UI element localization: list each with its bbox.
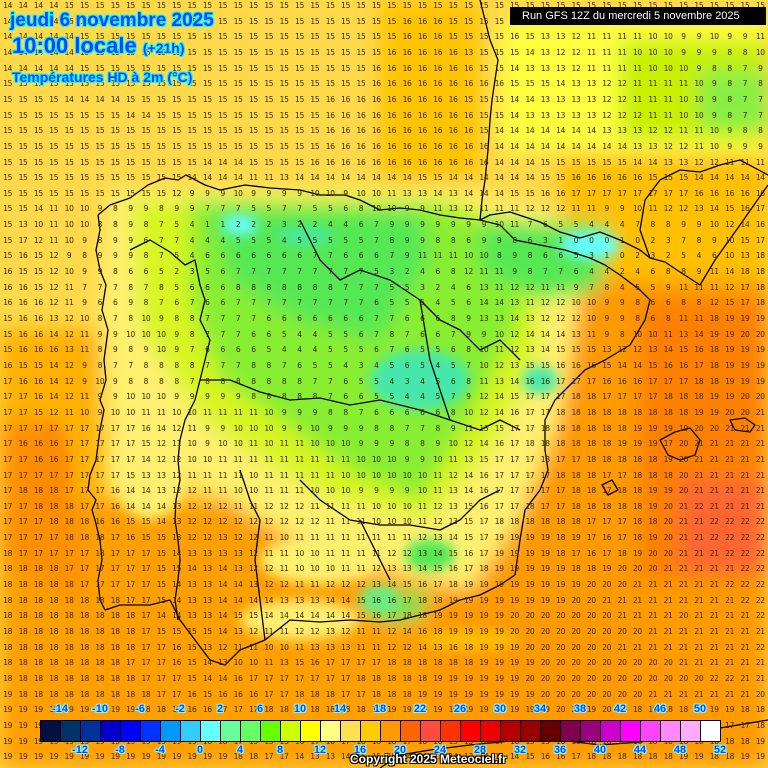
legend-label-bottom: 44	[634, 744, 646, 756]
legend-swatch	[401, 721, 421, 741]
legend-label-bottom: 48	[674, 744, 686, 756]
legend-swatch	[681, 721, 701, 741]
legend-label-top: 30	[494, 703, 506, 715]
legend-label-top: 10	[294, 703, 306, 715]
legend-swatch	[201, 721, 221, 741]
legend-swatch	[81, 721, 101, 741]
legend-swatch	[141, 721, 161, 741]
legend-swatch	[241, 721, 261, 741]
model-run-banner: Run GFS 12Z du mercredi 5 novembre 2025	[510, 7, 766, 25]
legend-swatch	[641, 721, 661, 741]
forecast-date: jeudi 6 novembre 2025	[10, 10, 214, 32]
legend-label-bottom: 24	[434, 744, 446, 756]
legend-swatch	[381, 721, 401, 741]
legend-label-top: 14	[334, 703, 346, 715]
legend-swatch	[101, 721, 121, 741]
legend-label-top: -10	[92, 703, 108, 715]
legend-swatch	[181, 721, 201, 741]
legend-swatch	[261, 721, 281, 741]
legend-swatch	[321, 721, 341, 741]
legend-swatch	[621, 721, 641, 741]
legend-swatch	[481, 721, 501, 741]
legend-swatch	[161, 721, 181, 741]
legend-label-top: 50	[694, 703, 706, 715]
legend-label-bottom: -8	[115, 744, 125, 756]
legend-swatch	[221, 721, 241, 741]
legend-swatch	[281, 721, 301, 741]
legend-swatch	[501, 721, 521, 741]
legend-label-bottom: 36	[554, 744, 566, 756]
legend-swatch	[421, 721, 441, 741]
legend-label-bottom: 28	[474, 744, 486, 756]
legend-swatch	[661, 721, 681, 741]
legend-label-bottom: 0	[197, 744, 203, 756]
legend-swatch	[441, 721, 461, 741]
legend-label-top: 46	[654, 703, 666, 715]
legend-swatch	[561, 721, 581, 741]
legend-label-top: -6	[135, 703, 145, 715]
legend-label-bottom: -4	[155, 744, 165, 756]
legend-label-bottom: 32	[514, 744, 526, 756]
legend-swatch	[581, 721, 601, 741]
legend-label-bottom: 20	[394, 744, 406, 756]
legend-swatch	[701, 721, 720, 741]
legend-label-bottom: 52	[714, 744, 726, 756]
legend-swatch	[521, 721, 541, 741]
legend-swatch	[361, 721, 381, 741]
parameter-title: Températures HD à 2m (°C)	[12, 69, 192, 85]
legend-swatch	[61, 721, 81, 741]
legend-label-top: -14	[52, 703, 68, 715]
legend-label-top: 22	[414, 703, 426, 715]
copyright-notice: Copyright 2025 Meteociel.fr	[350, 752, 507, 766]
legend-label-bottom: 8	[277, 744, 283, 756]
legend-swatch	[301, 721, 321, 741]
legend-label-top: 2	[217, 703, 223, 715]
legend-label-top: 42	[614, 703, 626, 715]
legend-label-bottom: 12	[314, 744, 326, 756]
legend-label-bottom: 4	[237, 744, 243, 756]
forecast-time: 10:00 locale (+21h)	[12, 33, 185, 59]
legend-label-bottom: -12	[72, 744, 88, 756]
forecast-offset: (+21h)	[143, 40, 185, 56]
color-scale-legend	[40, 720, 721, 742]
legend-label-top: 26	[454, 703, 466, 715]
legend-label-top: 6	[257, 703, 263, 715]
legend-swatch	[541, 721, 561, 741]
legend-swatch	[41, 721, 61, 741]
legend-label-top: -2	[175, 703, 185, 715]
legend-label-top: 18	[374, 703, 386, 715]
legend-swatch	[121, 721, 141, 741]
legend-label-bottom: 40	[594, 744, 606, 756]
legend-label-top: 34	[534, 703, 546, 715]
legend-swatch	[461, 721, 481, 741]
forecast-time-label: 10:00 locale	[12, 33, 137, 58]
legend-label-top: 38	[574, 703, 586, 715]
legend-swatch	[601, 721, 621, 741]
legend-swatch	[341, 721, 361, 741]
legend-label-bottom: 16	[354, 744, 366, 756]
